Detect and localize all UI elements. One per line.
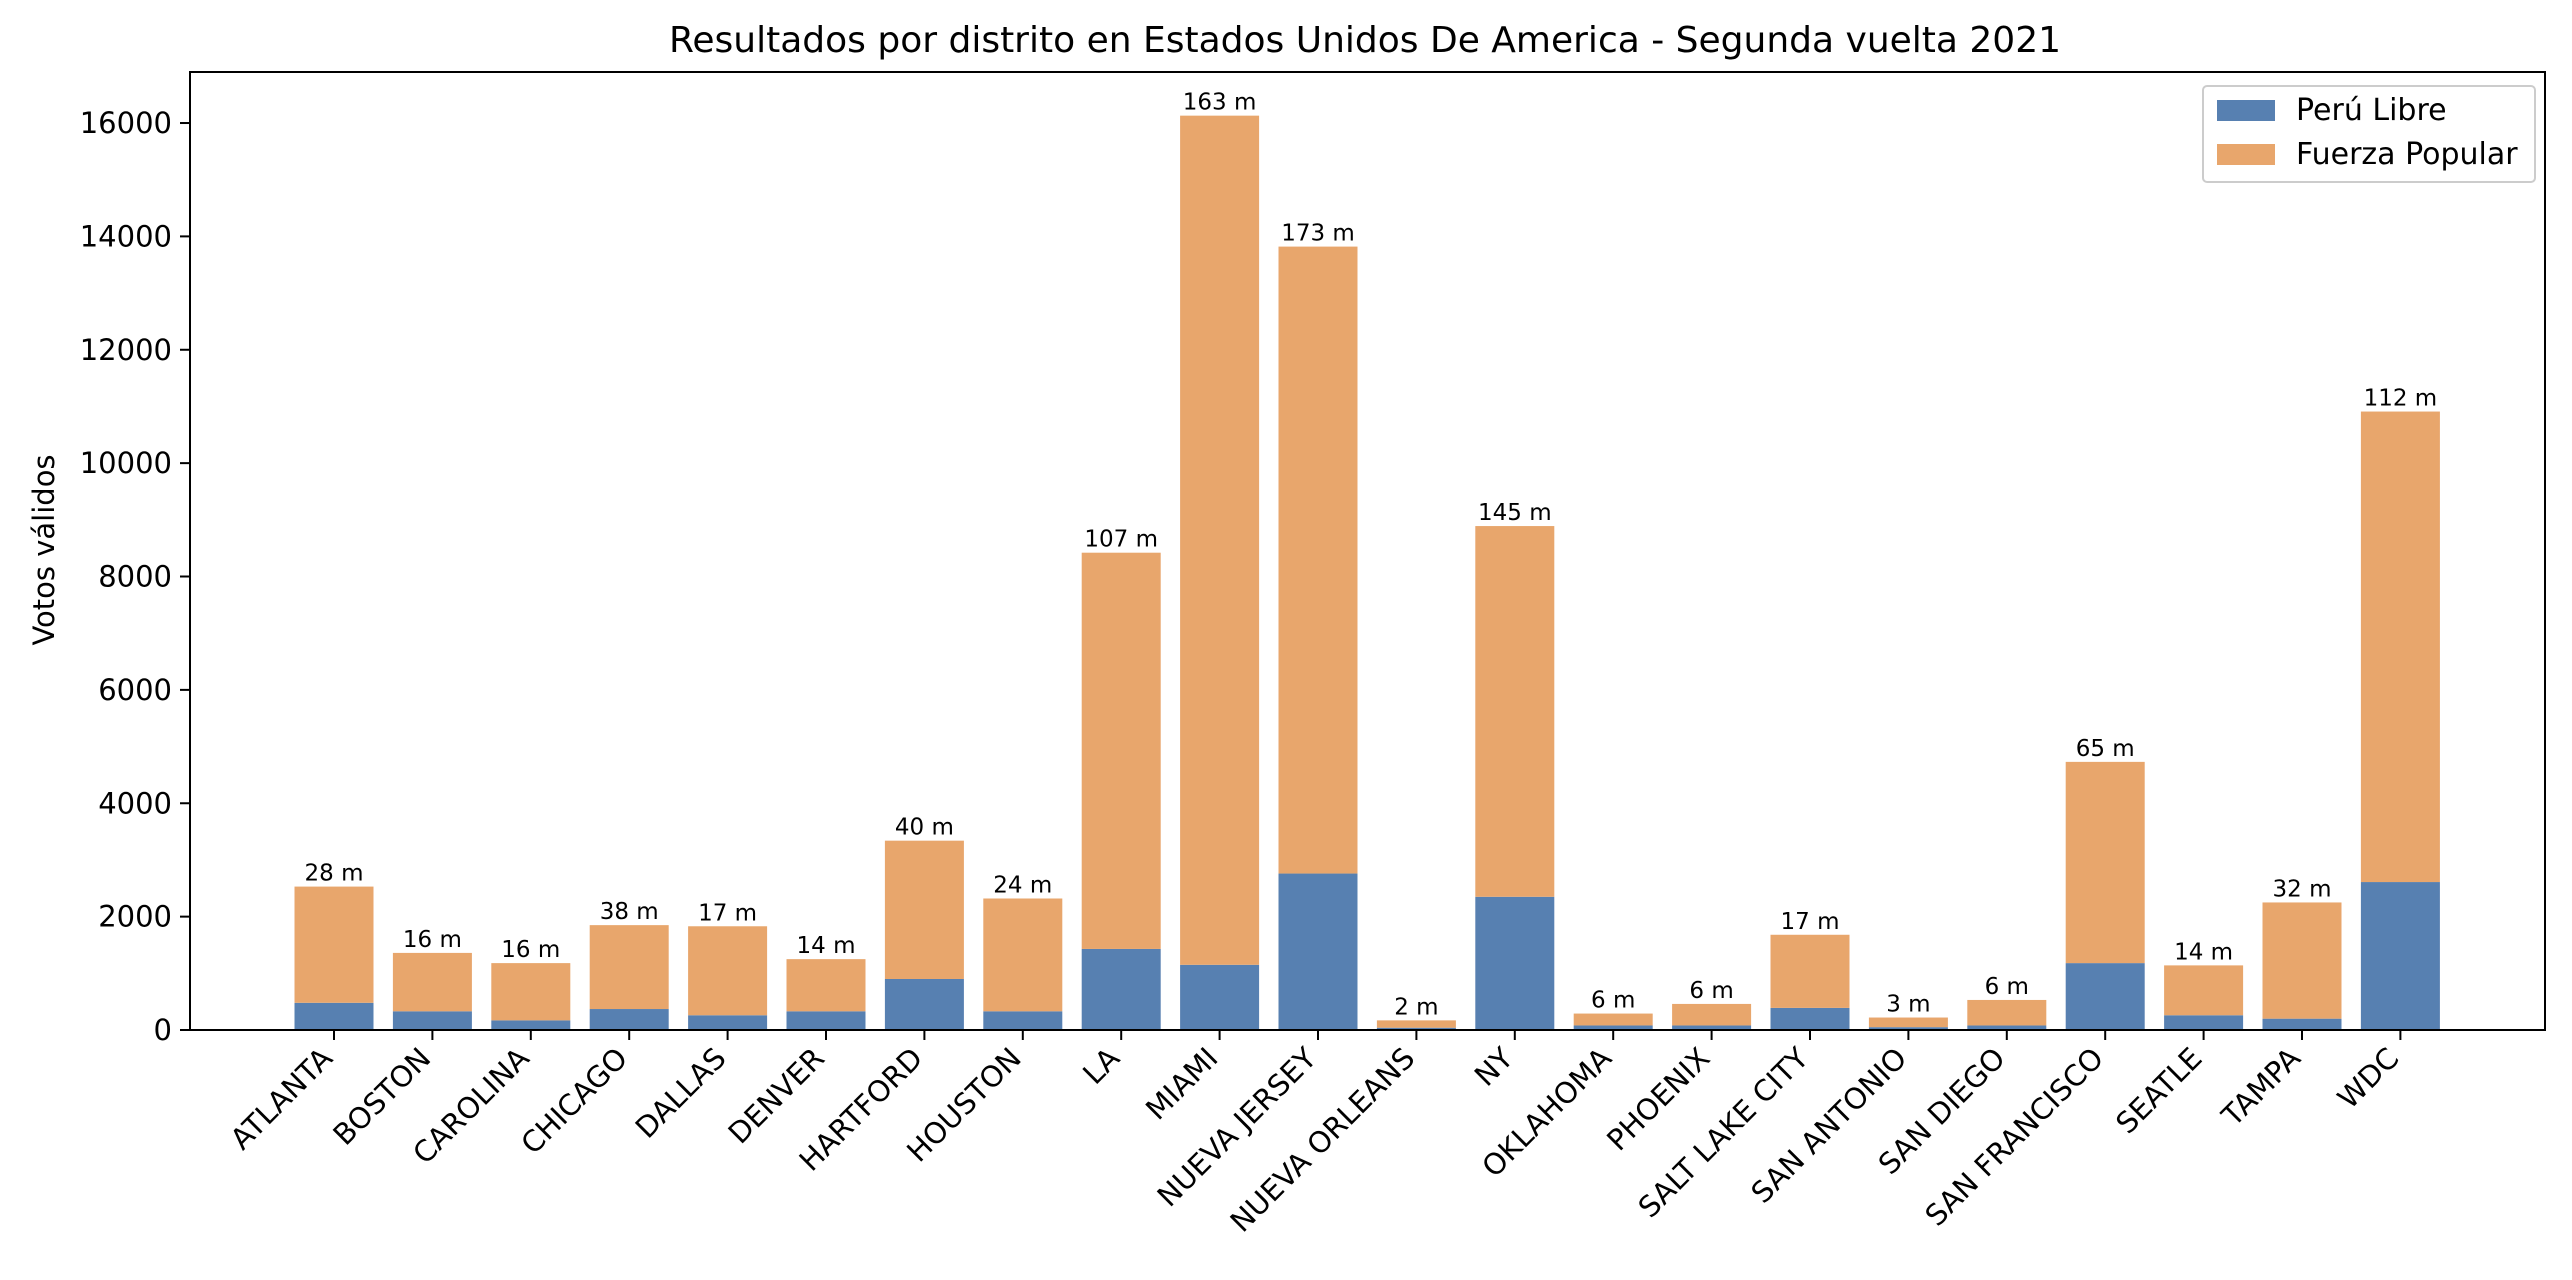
bar-peru-libre-15	[1770, 1007, 1850, 1030]
bar-total-label: 65 m	[2076, 736, 2135, 762]
bar-total-label: 40 m	[895, 815, 954, 841]
bar-total-label: 17 m	[1781, 909, 1840, 935]
legend-swatch	[2217, 100, 2275, 121]
bar-fuerza-popular-21	[2360, 411, 2440, 883]
y-tick-label: 4000	[98, 786, 172, 820]
bar-total-label: 16 m	[403, 927, 462, 953]
bar-fuerza-popular-18	[2065, 761, 2145, 964]
bar-fuerza-popular-14	[1672, 1003, 1752, 1026]
bar-fuerza-popular-5	[786, 959, 866, 1012]
legend-label: Perú Libre	[2296, 93, 2447, 128]
bar-peru-libre-18	[2065, 963, 2145, 1030]
y-tick-label: 2000	[98, 900, 172, 934]
y-tick-label: 16000	[80, 106, 172, 140]
bar-total-label: 14 m	[2174, 939, 2233, 965]
bar-peru-libre-14	[1672, 1025, 1752, 1030]
legend-swatch	[2217, 144, 2275, 165]
bar-total-label: 6 m	[1985, 974, 2029, 1000]
bar-total-label: 16 m	[501, 937, 560, 963]
bar-fuerza-popular-16	[1868, 1017, 1948, 1028]
bar-fuerza-popular-20	[2262, 902, 2342, 1019]
bar-fuerza-popular-9	[1180, 115, 1260, 965]
bar-fuerza-popular-10	[1278, 246, 1358, 874]
bar-peru-libre-16	[1868, 1027, 1948, 1030]
bar-total-label: 24 m	[993, 872, 1052, 898]
y-tick-label: 6000	[98, 673, 172, 707]
bar-peru-libre-13	[1573, 1025, 1653, 1030]
bar-fuerza-popular-4	[688, 926, 768, 1016]
bar-total-label: 163 m	[1183, 90, 1257, 116]
bar-peru-libre-10	[1278, 873, 1358, 1030]
bar-total-label: 173 m	[1281, 221, 1355, 247]
bar-peru-libre-19	[2164, 1015, 2244, 1030]
bar-total-label: 17 m	[698, 900, 757, 926]
legend-box	[2202, 85, 2536, 183]
plot-frame	[189, 71, 2546, 1031]
bar-peru-libre-8	[1081, 948, 1161, 1030]
y-tick-label: 14000	[80, 219, 172, 253]
bar-peru-libre-21	[2360, 882, 2440, 1030]
bar-peru-libre-17	[1967, 1025, 2047, 1030]
bar-peru-libre-2	[491, 1020, 571, 1030]
bar-fuerza-popular-8	[1081, 552, 1161, 949]
bar-fuerza-popular-1	[392, 952, 472, 1012]
bar-total-label: 38 m	[600, 899, 659, 925]
bar-fuerza-popular-15	[1770, 934, 1850, 1008]
bar-total-label: 6 m	[1689, 978, 1733, 1004]
y-tick-label: 12000	[80, 333, 172, 367]
bar-fuerza-popular-13	[1573, 1013, 1653, 1026]
bar-total-label: 14 m	[797, 933, 856, 959]
bar-total-label: 112 m	[2364, 386, 2438, 412]
y-tick-label: 8000	[98, 560, 172, 594]
bar-peru-libre-4	[688, 1015, 768, 1030]
bar-total-label: 145 m	[1478, 500, 1552, 526]
bar-total-label: 3 m	[1886, 992, 1930, 1018]
bar-total-label: 6 m	[1591, 988, 1635, 1014]
legend: Perú Libre Fuerza Popular	[2202, 85, 2536, 183]
chart-title: Resultados por distrito en Estados Unido…	[669, 20, 2061, 61]
y-tick-label: 10000	[80, 446, 172, 480]
bar-peru-libre-20	[2262, 1018, 2342, 1030]
legend-label: Fuerza Popular	[2296, 137, 2518, 172]
bar-peru-libre-7	[983, 1011, 1063, 1030]
bar-peru-libre-6	[884, 978, 964, 1030]
bar-fuerza-popular-19	[2164, 965, 2244, 1016]
bar-peru-libre-12	[1475, 896, 1555, 1030]
bar-peru-libre-11	[1376, 1027, 1456, 1030]
bar-peru-libre-9	[1180, 964, 1260, 1030]
bar-peru-libre-5	[786, 1011, 866, 1030]
bar-labels-layer: 28 m 16 m 16 m 38 m 17 m 14 m 40 m 24 m 107 m 163…	[305, 90, 2438, 1021]
bar-fuerza-popular-6	[884, 840, 964, 979]
bar-peru-libre-3	[589, 1009, 669, 1030]
bar-fuerza-popular-11	[1376, 1020, 1456, 1028]
bar-peru-libre-1	[392, 1011, 472, 1030]
bar-fuerza-popular-17	[1967, 999, 2047, 1026]
bar-fuerza-popular-0	[294, 886, 374, 1003]
bars-layer	[294, 115, 2440, 1030]
bar-total-label: 2 m	[1394, 994, 1438, 1020]
bar-total-label: 107 m	[1084, 527, 1158, 553]
bar-fuerza-popular-3	[589, 925, 669, 1010]
bar-fuerza-popular-2	[491, 963, 571, 1021]
bar-fuerza-popular-7	[983, 898, 1063, 1012]
y-axis-label: Votos válidos	[27, 454, 61, 645]
bar-total-label: 32 m	[2273, 876, 2332, 902]
bar-fuerza-popular-12	[1475, 526, 1555, 897]
y-tick-label: 0	[154, 1013, 172, 1047]
bar-peru-libre-0	[294, 1002, 374, 1030]
bar-total-label: 28 m	[305, 861, 364, 887]
